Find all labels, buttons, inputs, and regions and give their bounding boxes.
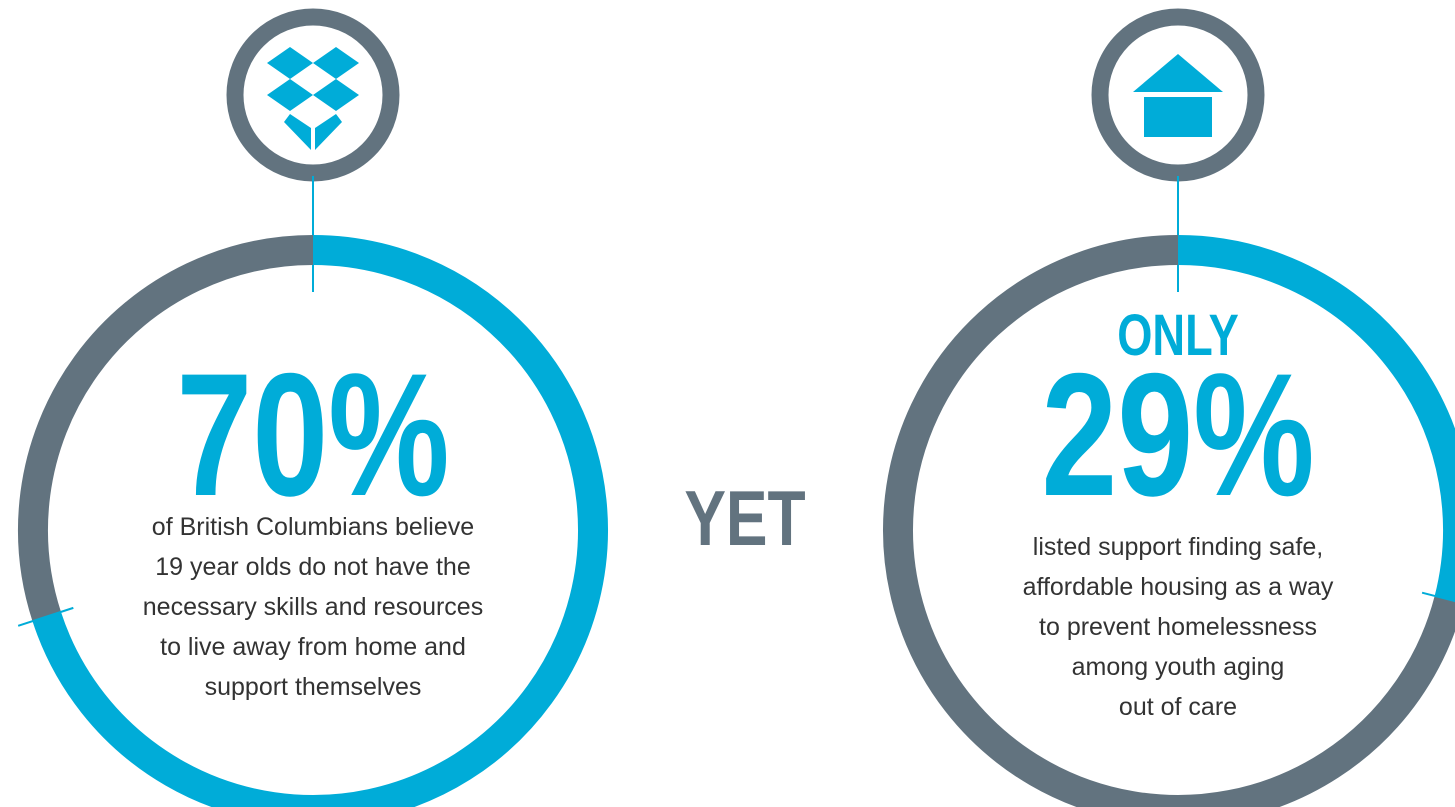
description-line: necessary skills and resources [143,593,483,621]
box-icon [267,47,359,150]
description-line: affordable housing as a way [1023,573,1334,601]
description-line: to prevent homelessness [1039,613,1317,641]
ring-value [1177,235,1455,602]
value-label: 70% [176,338,449,533]
icon-ring [1091,8,1265,182]
ring-remainder [18,235,314,622]
value-label: 29% [1041,338,1314,533]
description-line: to live away from home and [160,633,466,661]
description-line: support themselves [205,673,422,701]
connector-word: YET [684,474,805,561]
value-prefix: ONLY [1117,304,1238,369]
ring-value [32,235,608,807]
ring-end-tick [17,606,74,627]
description-line: among youth aging [1072,653,1285,681]
description-line: 19 year olds do not have the [155,553,471,581]
ring-end-tick [1421,591,1455,603]
house-icon [1133,54,1223,137]
description-line: of British Columbians believe [152,513,474,541]
ring-remainder [883,235,1455,807]
description-line: listed support finding safe, [1033,533,1323,561]
description-line: out of care [1119,693,1237,721]
